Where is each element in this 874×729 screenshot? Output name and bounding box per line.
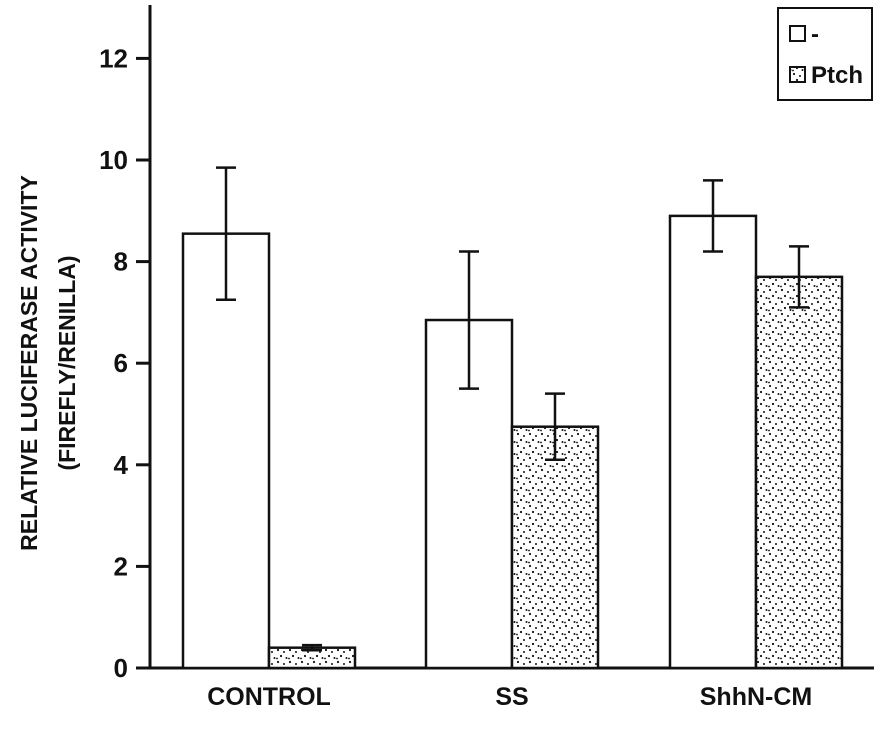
error-bar	[703, 179, 723, 253]
y-tick-label: 0	[114, 653, 128, 683]
legend: - Ptch	[777, 7, 873, 101]
bar-shhn-cm-minus	[668, 214, 758, 670]
y-axis-title: RELATIVE LUCIFERASE ACTIVITY (FIREFLY/RE…	[16, 175, 80, 551]
y-tick-label: 4	[114, 450, 129, 480]
y-axis-title-line1: RELATIVE LUCIFERASE ACTIVITY	[16, 175, 42, 551]
x-category-label: CONTROL	[207, 683, 331, 711]
bar-ss-ptch	[510, 425, 600, 670]
y-tick-label: 6	[114, 348, 128, 378]
error-bars-group	[216, 166, 809, 652]
error-bar	[789, 245, 809, 309]
legend-box	[777, 7, 873, 101]
bar-control-minus	[181, 232, 271, 670]
error-bar	[545, 392, 565, 461]
legend-swatch-ptch	[789, 66, 806, 83]
y-tick-label: 8	[114, 247, 128, 277]
y-axis: 0 2 4 6 8 10 12	[99, 5, 152, 683]
y-tick-label: 2	[114, 551, 128, 581]
error-bar	[216, 166, 236, 301]
x-category-label: SS	[495, 683, 528, 711]
category-labels: CONTROL SS ShhN-CM	[207, 683, 812, 711]
legend-swatch-minus	[789, 25, 806, 42]
bar-shhn-cm-ptch	[754, 275, 844, 670]
bars-group	[181, 214, 844, 670]
error-bar	[302, 643, 322, 652]
x-category-label: ShhN-CM	[700, 683, 812, 711]
legend-label-minus: -	[811, 21, 819, 48]
y-tick-label: 12	[99, 43, 128, 73]
error-bar	[459, 250, 479, 390]
y-axis-title-line2: (FIREFLY/RENILLA)	[54, 255, 80, 470]
y-tick-label: 10	[99, 145, 128, 175]
legend-label-ptch: Ptch	[811, 62, 863, 89]
